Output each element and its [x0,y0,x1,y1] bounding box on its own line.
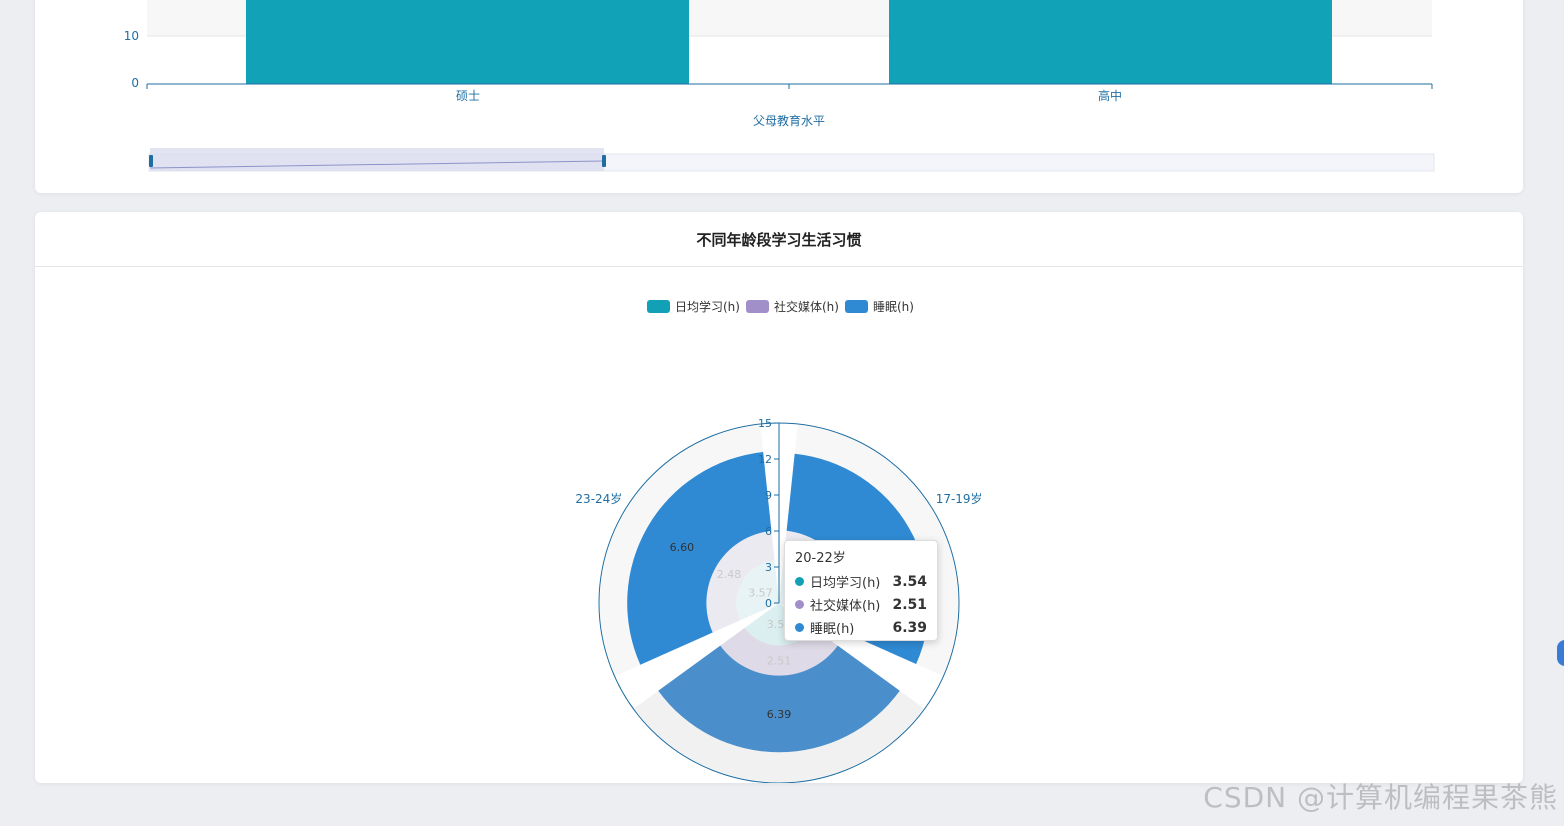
radius-tick-label: 15 [758,417,772,430]
chart-card-header: 不同年龄段学习生活习惯 [35,212,1523,267]
watermark: CSDN @计算机编程果茶熊 [1203,781,1558,814]
legend-label: 社交媒体(h) [774,299,839,314]
chart-title: 不同年龄段学习生活习惯 [696,230,862,249]
education-chart-card: 10 0 硕士 高中 父母教育水平 [35,0,1523,193]
chart-legend: 日均学习(h) 社交媒体(h) 睡眠(h) [647,299,914,314]
polar-bar-social[interactable] [706,530,775,633]
tooltip-row: 社交媒体(h) 2.51 [795,593,927,616]
data-label: 2.51 [767,655,792,668]
tooltip-value: 3.54 [892,573,927,590]
x-axis-title: 父母教育水平 [753,113,825,128]
radius-tick-label: 9 [765,489,772,502]
tooltip-row: 日均学习(h) 3.54 [795,570,927,593]
data-label: 2.48 [717,568,742,581]
tooltip-label: 社交媒体(h) [810,599,881,614]
floating-action-button[interactable] [1557,640,1564,666]
bar-high-school[interactable] [889,0,1332,84]
data-label: 6.39 [767,708,792,721]
age-habits-chart-card: 不同年龄段学习生活习惯 日均学习(h) 社交媒体(h) 睡眠(h) 3.54 2.… [35,212,1523,818]
data-label: 3.57 [748,586,773,599]
polar-bar-sleep[interactable] [658,645,900,753]
zoom-handle-right[interactable] [602,155,606,167]
legend-swatch [647,300,670,313]
tooltip-marker [795,577,804,586]
legend-swatch [746,300,769,313]
y-tick-label: 10 [124,29,139,43]
legend-item-sleep[interactable]: 睡眠(h) [845,300,914,314]
legend-swatch [845,300,868,313]
data-zoom-slider[interactable] [148,148,1435,172]
x-tick-label: 高中 [1098,88,1122,103]
zoom-preview-line [149,160,605,169]
radius-tick-label: 6 [765,525,772,538]
polar-bar-sleep[interactable] [627,452,772,665]
bar-master[interactable] [246,0,689,84]
category-label: 17-19岁 [936,491,983,506]
zoom-handle-left[interactable] [149,155,153,167]
tooltip-title: 20-22岁 [795,551,846,566]
data-label: 6.60 [670,541,695,554]
legend-label: 睡眠(h) [873,300,914,314]
education-bar-chart: 10 0 硕士 高中 父母教育水平 [124,0,1435,172]
radius-tick-label: 0 [765,597,772,610]
legend-item-study[interactable]: 日均学习(h) [647,299,740,314]
chart-tooltip: 20-22岁 日均学习(h) 3.54 社交媒体(h) 2.51 睡眠(h) 6.39 [784,540,938,641]
polar-bar-study[interactable] [736,560,779,621]
radius-tick-label: 12 [758,453,772,466]
x-tick-label: 硕士 [456,89,480,103]
tooltip-label: 日均学习(h) [810,576,881,591]
tooltip-marker [795,623,804,632]
age-habits-polar-chart: 日均学习(h) 社交媒体(h) 睡眠(h) 3.542.516.463.542.… [575,299,983,818]
y-tick-label: 0 [131,76,139,90]
legend-item-social[interactable]: 社交媒体(h) [746,299,839,314]
tooltip-value: 2.51 [892,596,927,613]
zoom-selected-range[interactable] [150,148,604,171]
tooltip-marker [795,600,804,609]
tooltip-value: 6.39 [892,619,927,636]
radius-tick-label: 3 [765,561,772,574]
category-label: 23-24岁 [575,491,622,506]
tooltip-label: 睡眠(h) [810,622,855,637]
legend-label: 日均学习(h) [675,299,740,314]
tooltip-rows: 日均学习(h) 3.54 社交媒体(h) 2.51 睡眠(h) 6.39 [795,570,927,639]
tooltip-row: 睡眠(h) 6.39 [795,616,927,639]
